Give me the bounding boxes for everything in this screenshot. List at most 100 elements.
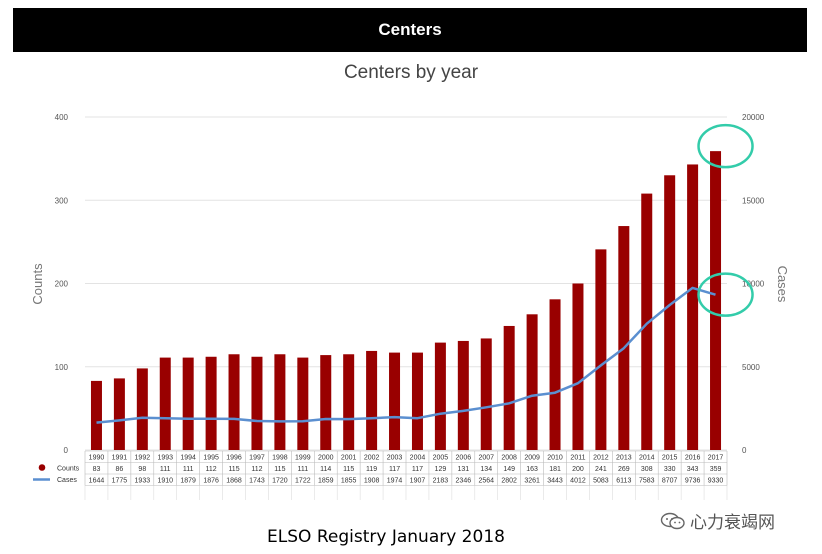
bar	[411, 352, 423, 450]
table-year-cell: 2012	[593, 455, 609, 462]
wechat-icon	[660, 512, 685, 529]
table-counts-cell: 134	[480, 466, 492, 473]
highlight-circle	[697, 272, 754, 317]
table-counts-cell: 269	[618, 466, 630, 473]
watermark-text: 心力衰竭网	[690, 513, 775, 532]
y2-tick-label: 10000	[742, 280, 765, 289]
table-year-cell: 2003	[387, 455, 403, 462]
bar	[113, 378, 125, 450]
table-cases-cell: 3261	[524, 478, 540, 485]
table-counts-cell: 200	[572, 466, 584, 473]
table-counts-cell: 112	[251, 466, 262, 473]
series-line-cases	[96, 286, 716, 424]
table-cases-cell: 2802	[501, 478, 517, 485]
header-title: Centers	[378, 20, 442, 39]
bar	[182, 357, 194, 450]
table-year-cell: 1997	[249, 455, 265, 462]
y-tick-label: 100	[55, 363, 69, 372]
table-year-cell: 2007	[478, 455, 494, 462]
table-counts-cell: 241	[595, 466, 607, 473]
table-cases-cell: 9736	[685, 478, 701, 485]
table-year-cell: 1998	[272, 455, 288, 462]
table-year-cell: 1991	[112, 455, 128, 462]
table-counts-cell: 359	[710, 466, 722, 473]
bar	[526, 314, 538, 450]
table-counts-cell: 149	[503, 466, 515, 473]
table-cases-cell: 1859	[318, 478, 334, 485]
table-year-cell: 1992	[135, 455, 151, 462]
table-year-cell: 1993	[157, 455, 173, 462]
table-counts-cell: 115	[343, 466, 354, 473]
bar	[274, 354, 286, 450]
table-counts-cell: 330	[664, 466, 676, 473]
table-cases-cell: 1644	[89, 478, 105, 485]
table-cases-cell: 1933	[135, 478, 151, 485]
table-year-cell: 2004	[410, 455, 426, 462]
legend-label-cases: Cases	[57, 477, 77, 484]
bar	[205, 356, 217, 450]
y-tick-label: 400	[55, 113, 69, 122]
table-year-cell: 1996	[226, 455, 242, 462]
table-counts-cell: 308	[641, 466, 653, 473]
table-cases-cell: 1910	[157, 478, 173, 485]
table-counts-cell: 343	[687, 466, 699, 473]
table-cases-cell: 1743	[249, 478, 265, 485]
table-counts-cell: 114	[320, 466, 331, 473]
bar	[595, 249, 607, 450]
table-year-cell: 2011	[570, 455, 585, 462]
y-tick-label: 300	[55, 196, 69, 205]
bar	[503, 325, 515, 450]
bar	[136, 368, 148, 450]
table-cases-cell: 2183	[433, 478, 449, 485]
table-counts-cell: 86	[115, 466, 123, 473]
table-year-cell: 2016	[685, 455, 701, 462]
bar	[366, 350, 378, 450]
chart-title: Centers by year	[343, 62, 479, 83]
table-cases-cell: 1876	[203, 478, 219, 485]
table-year-cell: 2014	[639, 455, 655, 462]
table-counts-cell: 119	[366, 466, 377, 473]
bar	[251, 356, 263, 450]
table-counts-cell: 163	[526, 466, 538, 473]
y2-tick-label: 15000	[742, 196, 765, 205]
highlight-circle	[697, 123, 754, 169]
legend-marker-counts	[38, 464, 46, 471]
table-cases-cell: 3443	[547, 478, 563, 485]
table-cases-cell: 1720	[272, 478, 288, 485]
table-cases-cell: 1908	[364, 478, 380, 485]
bar	[320, 355, 332, 450]
bar	[159, 357, 171, 450]
table-counts-cell: 117	[389, 466, 400, 473]
bar	[687, 164, 699, 450]
table-cases-cell: 2346	[456, 478, 472, 485]
table-cases-cell: 6113	[616, 478, 631, 485]
bar	[664, 175, 676, 450]
bar	[480, 338, 492, 450]
table-counts-cell: 111	[183, 466, 194, 473]
bar	[572, 283, 584, 450]
y2-tick-label: 20000	[742, 113, 765, 122]
table-year-cell: 2000	[318, 455, 334, 462]
table-cases-cell: 7583	[639, 478, 655, 485]
table-year-cell: 1995	[203, 455, 219, 462]
table-year-cell: 2010	[547, 455, 563, 462]
table-counts-cell: 83	[93, 466, 101, 473]
table-cases-cell: 8707	[662, 478, 678, 485]
table-counts-cell: 112	[206, 466, 217, 473]
y2-tick-label: 5000	[742, 363, 760, 372]
bar	[641, 193, 653, 450]
y2-tick-label: 0	[742, 446, 747, 455]
bar	[343, 354, 355, 450]
table-counts-cell: 115	[228, 466, 239, 473]
table-counts-cell: 181	[549, 466, 561, 473]
watermark: 心力衰竭网	[660, 508, 775, 533]
table-year-cell: 2015	[662, 455, 678, 462]
bar	[90, 380, 102, 450]
table-year-cell: 1999	[295, 455, 311, 462]
table-cases-cell: 1879	[180, 478, 196, 485]
table-year-cell: 2005	[433, 455, 449, 462]
table-counts-cell: 131	[457, 466, 469, 473]
footer-text: ELSO Registry January 2018	[267, 527, 505, 547]
table-year-cell: 2013	[616, 455, 632, 462]
